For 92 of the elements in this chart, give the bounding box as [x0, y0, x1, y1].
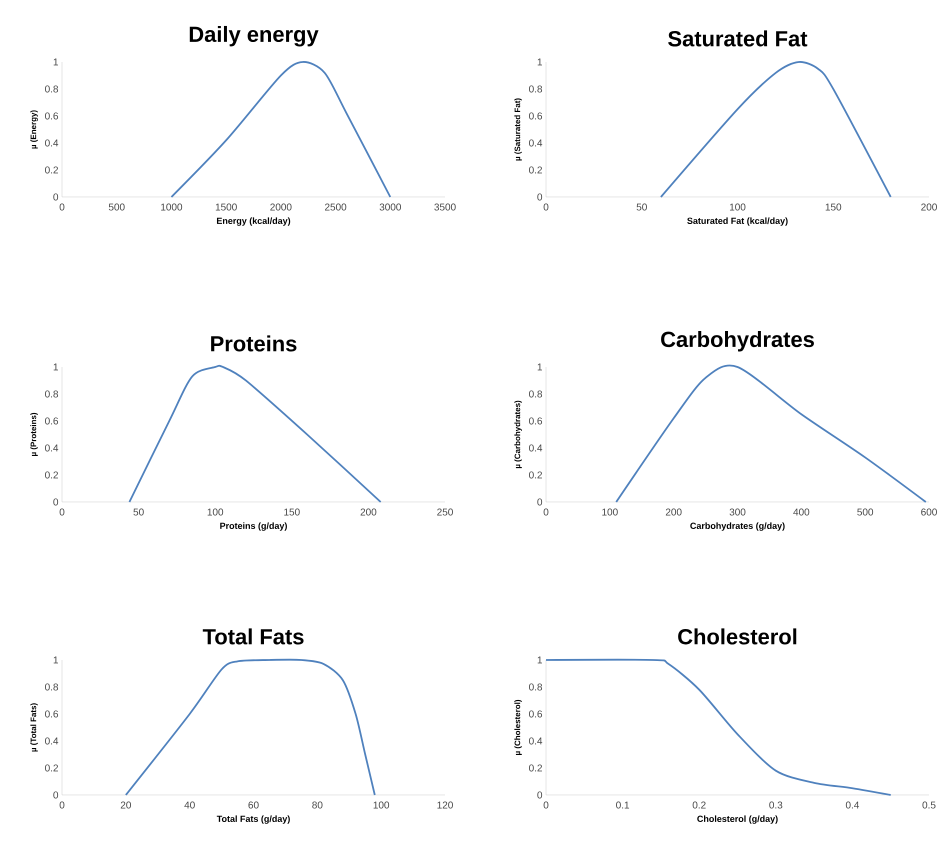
y-tick-label: 0.8	[529, 683, 542, 691]
chart-title: Cholesterol	[678, 628, 796, 644]
x-tick-label: 2000	[270, 204, 292, 211]
x-tick-label: 0.2	[692, 802, 706, 809]
y-tick-label: 0	[53, 498, 58, 506]
x-tick-label: 0.3	[769, 802, 782, 809]
x-axis-title: Energy (kcal/day)	[216, 217, 290, 226]
y-tick-label: 0.2	[45, 166, 58, 174]
x-tick-label: 50	[636, 204, 647, 211]
chart-title: Total Fats	[202, 628, 304, 644]
y-tick-label: 0.2	[45, 764, 58, 772]
x-tick-label: 3000	[380, 204, 401, 211]
y-tick-label: 0.6	[529, 710, 542, 718]
y-tick-label: 0.6	[45, 112, 58, 120]
x-axis-title: Proteins (g/day)	[220, 522, 287, 531]
y-tick-label: 0	[53, 193, 58, 201]
line-series	[170, 61, 392, 198]
x-axis-title: Carbohydrates (g/day)	[690, 522, 785, 531]
x-tick-label: 0.4	[846, 802, 860, 809]
y-tick-label: 1	[538, 656, 542, 664]
y-tick-label: 0.4	[529, 737, 542, 745]
y-tick-label: 0.4	[45, 139, 58, 147]
y-tick-label: 1	[538, 58, 542, 66]
x-tick-label: 100	[730, 204, 746, 211]
y-tick-label: 0.6	[45, 417, 58, 425]
x-tick-label: 200	[360, 508, 376, 516]
y-tick-label: 0.8	[45, 390, 58, 398]
x-tick-label: 40	[184, 802, 195, 809]
y-tick-label: 0.6	[45, 710, 58, 718]
x-axis-title: Total Fats (g/day)	[216, 815, 290, 824]
line-series	[545, 658, 892, 796]
y-tick-label: 0.4	[529, 444, 542, 452]
x-axis-title: Saturated Fat (kcal/day)	[687, 217, 788, 226]
x-tick-label: 500	[108, 204, 125, 211]
x-tick-label: 0	[60, 204, 64, 211]
x-tick-label: 250	[437, 508, 453, 516]
y-tick-label: 0.2	[529, 166, 542, 174]
x-tick-label: 100	[374, 802, 390, 809]
x-tick-label: 600	[921, 508, 937, 516]
y-tick-label: 0	[537, 193, 542, 201]
y-tick-label: 0.8	[529, 390, 542, 398]
x-tick-label: 100	[208, 508, 224, 516]
y-tick-label: 1	[538, 364, 542, 370]
x-tick-label: 300	[730, 508, 746, 516]
chart-title: Saturated Fat	[668, 30, 808, 46]
x-axis-title: Cholesterol (g/day)	[697, 815, 778, 824]
x-tick-label: 20	[120, 802, 131, 809]
x-tick-label: 80	[312, 802, 322, 809]
chart-title: Proteins	[211, 335, 296, 352]
x-tick-label: 120	[437, 802, 453, 809]
x-tick-label: 0	[60, 508, 64, 516]
y-tick-label: 0.4	[45, 737, 58, 745]
y-tick-label: 0.2	[529, 764, 542, 772]
x-tick-label: 0	[60, 802, 64, 809]
x-tick-label: 200	[921, 204, 937, 211]
x-tick-label: 0.1	[616, 802, 630, 809]
x-tick-label: 100	[602, 508, 618, 516]
chart-title: Carbohydrates	[661, 331, 814, 352]
y-tick-label: 0.4	[529, 139, 542, 147]
x-tick-label: 400	[793, 508, 810, 516]
y-tick-label: 0	[537, 791, 542, 799]
y-tick-label: 0.8	[529, 85, 542, 93]
line-series	[128, 365, 382, 503]
y-tick-label: 1	[54, 58, 58, 66]
x-tick-label: 50	[133, 508, 144, 516]
line-series	[660, 61, 892, 198]
y-tick-label: 1	[54, 364, 58, 370]
y-tick-label: 0	[53, 791, 58, 799]
y-tick-label: 0.2	[529, 471, 542, 479]
x-tick-label: 1000	[161, 204, 182, 211]
chart-title: Daily energy	[190, 26, 319, 46]
y-tick-label: 0.6	[529, 112, 542, 120]
x-tick-label: 0	[544, 508, 548, 516]
x-tick-label: 60	[248, 802, 259, 809]
line-series	[124, 658, 376, 796]
y-tick-label: 0.8	[45, 683, 58, 691]
y-tick-label: 0	[537, 498, 542, 506]
y-tick-label: 0.6	[529, 417, 542, 425]
y-tick-label: 0.8	[45, 85, 58, 93]
x-tick-label: 150	[284, 508, 300, 516]
x-tick-label: 0	[544, 802, 548, 809]
x-tick-label: 0	[544, 204, 548, 211]
x-tick-label: 1500	[216, 204, 237, 211]
y-tick-label: 0.4	[45, 444, 58, 452]
x-tick-label: 500	[857, 508, 874, 516]
y-tick-label: 0.2	[45, 471, 58, 479]
x-tick-label: 3500	[434, 204, 456, 211]
x-tick-label: 150	[826, 204, 842, 211]
x-tick-label: 200	[666, 508, 682, 516]
x-tick-label: 0.5	[922, 802, 936, 809]
x-tick-label: 2500	[325, 204, 346, 211]
y-tick-label: 1	[54, 656, 58, 664]
